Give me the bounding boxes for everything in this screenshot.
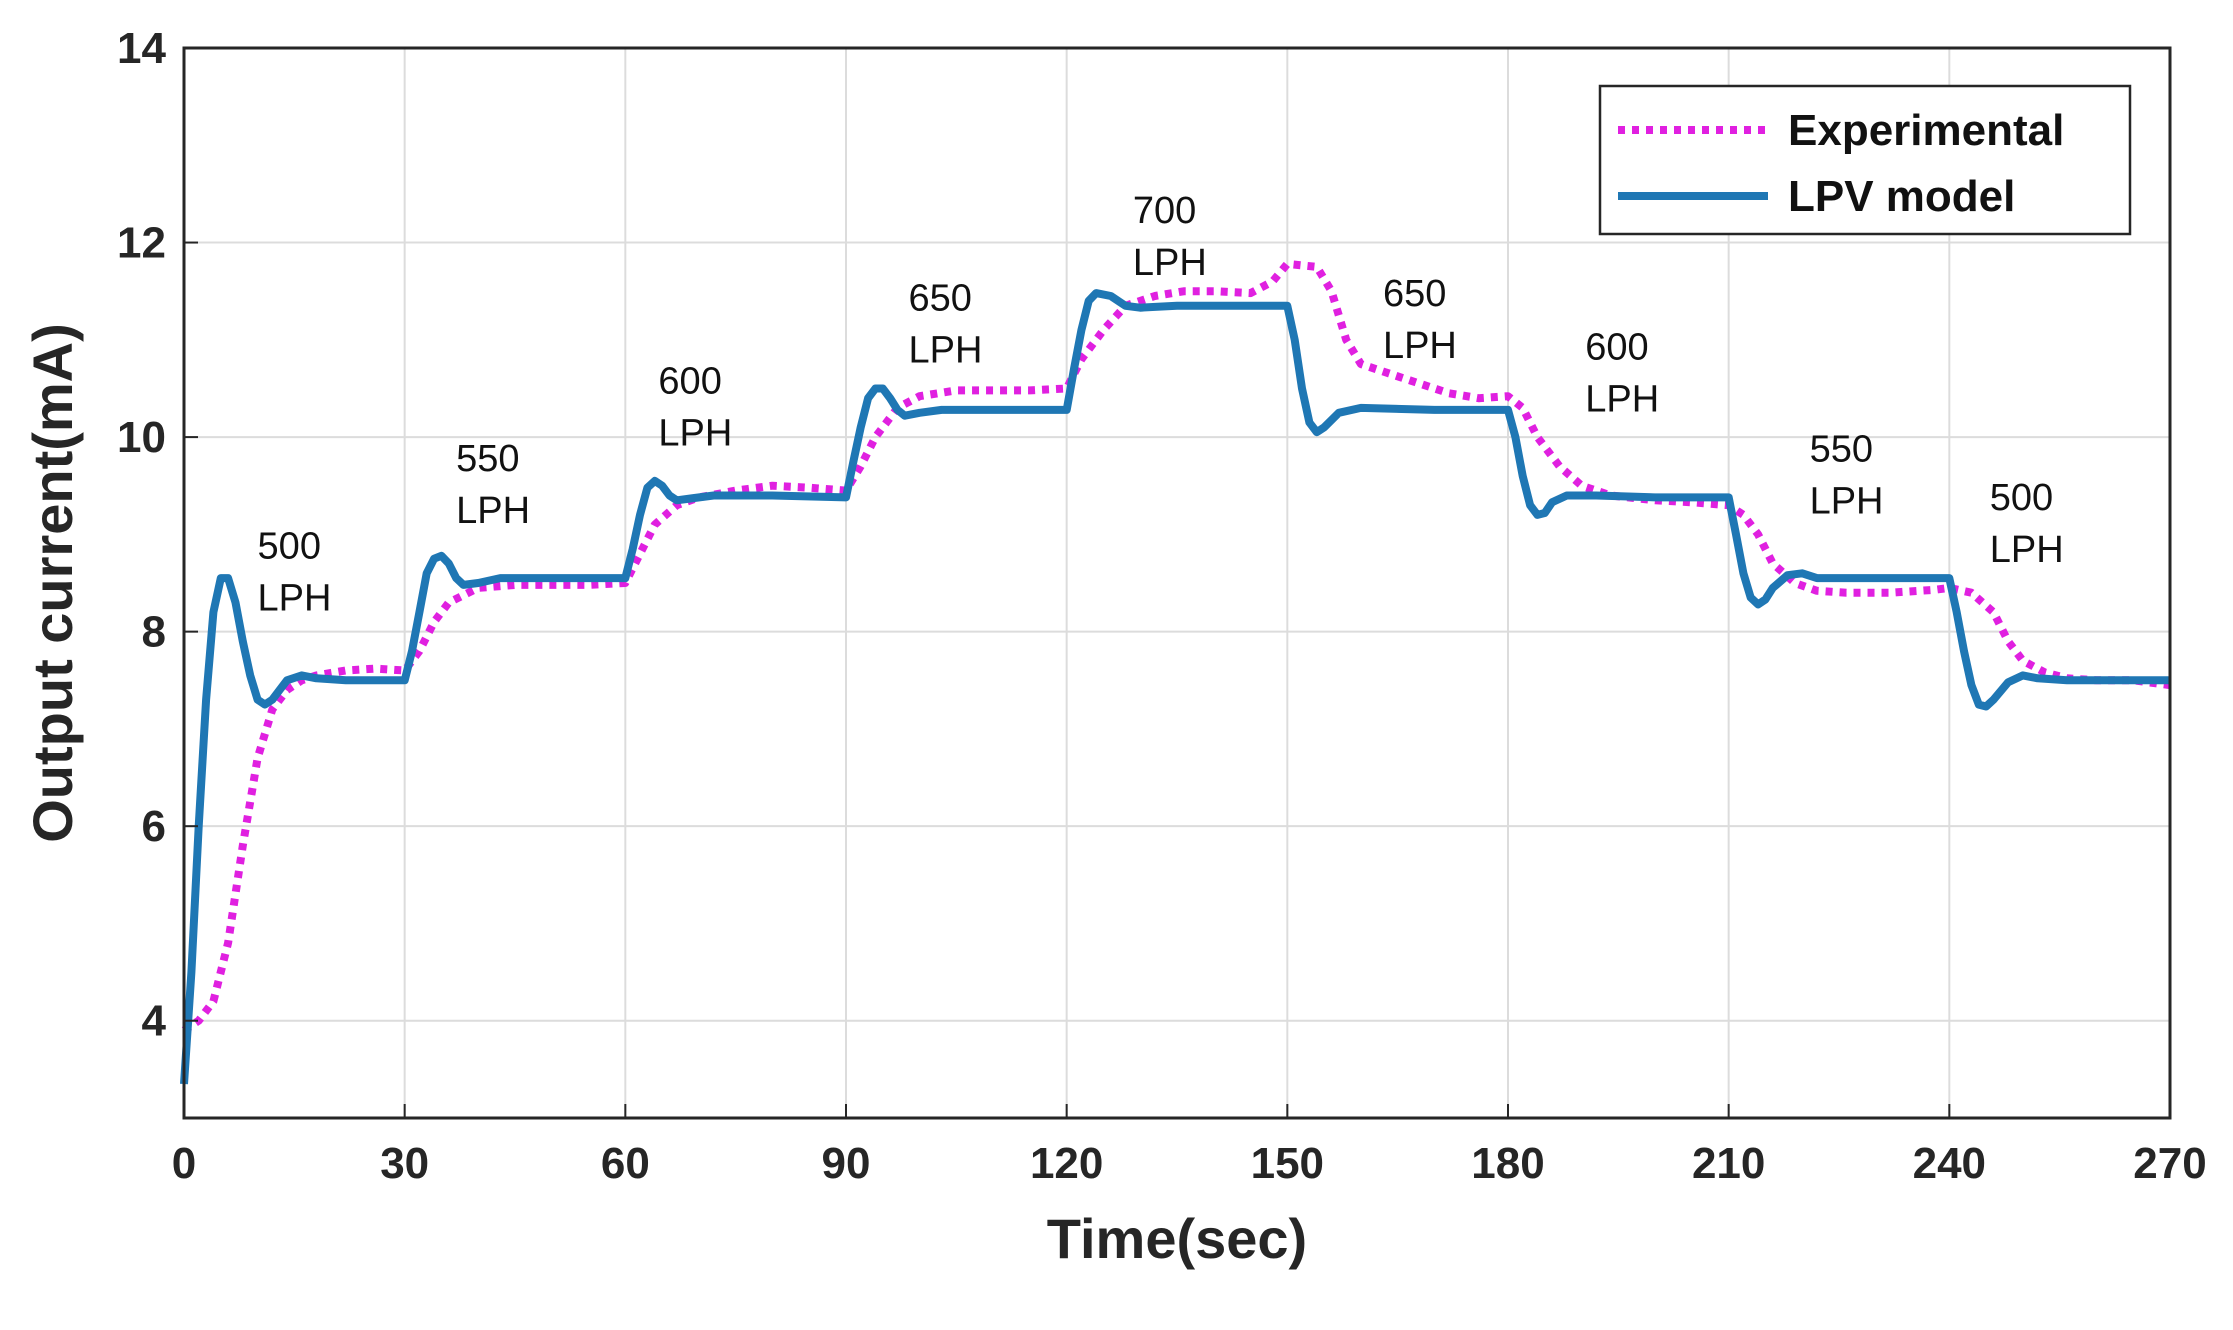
y-tick-label: 10 xyxy=(117,413,166,462)
series-line-lpv-model xyxy=(180,289,2170,1085)
annotation-flow-unit: LPH xyxy=(1810,480,1884,522)
y-tick-label: 8 xyxy=(142,608,166,657)
x-tick-label: 120 xyxy=(1030,1139,1103,1188)
x-tick-label: 210 xyxy=(1692,1139,1765,1188)
annotation-flow-value: 500 xyxy=(1990,477,2053,519)
annotation-flow-value: 650 xyxy=(1383,273,1446,315)
x-tick-label: 270 xyxy=(2133,1139,2206,1188)
y-tick-label: 12 xyxy=(117,219,166,268)
x-tick-label: 30 xyxy=(380,1139,429,1188)
y-tick-label: 4 xyxy=(142,997,167,1046)
y-tick-label: 6 xyxy=(142,802,166,851)
x-tick-label: 0 xyxy=(172,1139,196,1188)
y-tick-label: 14 xyxy=(117,24,166,73)
legend-label-lpv-model: LPV model xyxy=(1788,172,2015,221)
series-layer xyxy=(180,259,2171,1085)
x-tick-label: 180 xyxy=(1471,1139,1544,1188)
annotation-flow-value: 550 xyxy=(1810,428,1873,470)
annotation-flow-value: 500 xyxy=(258,526,321,568)
x-tick-label: 90 xyxy=(822,1139,871,1188)
annotation-flow-unit: LPH xyxy=(1990,529,2064,571)
annotation-flow-value: 650 xyxy=(909,278,972,320)
ticks: 0 30 60 90 120 150 180 210 240 270 4 6 8 10 12 14 xyxy=(117,24,2207,1188)
annotation-flow-unit: LPH xyxy=(258,578,332,620)
annotations: 500 LPH 550 LPH 600 LPH 650 LPH 700 LPH 650 LPH 600 L… xyxy=(258,190,2064,620)
annotation-flow-unit: LPH xyxy=(1383,325,1457,367)
x-tick-label: 150 xyxy=(1251,1139,1324,1188)
annotation-flow-value: 600 xyxy=(1585,326,1648,368)
legend: Experimental LPV model xyxy=(1598,84,2132,236)
annotation-flow-unit: LPH xyxy=(909,330,983,372)
legend-box xyxy=(1598,84,2132,236)
annotation-flow-unit: LPH xyxy=(456,490,530,532)
x-tick-label: 240 xyxy=(1913,1139,1986,1188)
annotation-flow-value: 550 xyxy=(456,438,519,480)
legend-label-experimental: Experimental xyxy=(1788,106,2064,155)
annotation-flow-unit: LPH xyxy=(1585,378,1659,420)
x-tick-label: 60 xyxy=(601,1139,650,1188)
series-line-experimental xyxy=(181,259,2171,1034)
y-axis-title: Output current(mA) xyxy=(21,323,84,843)
annotation-flow-unit: LPH xyxy=(658,412,732,454)
annotation-flow-value: 700 xyxy=(1133,190,1196,232)
plot-frame xyxy=(182,46,2172,1120)
annotation-flow-unit: LPH xyxy=(1133,242,1207,284)
x-axis-title: Time(sec) xyxy=(1047,1207,1307,1270)
annotation-flow-value: 600 xyxy=(658,360,721,402)
